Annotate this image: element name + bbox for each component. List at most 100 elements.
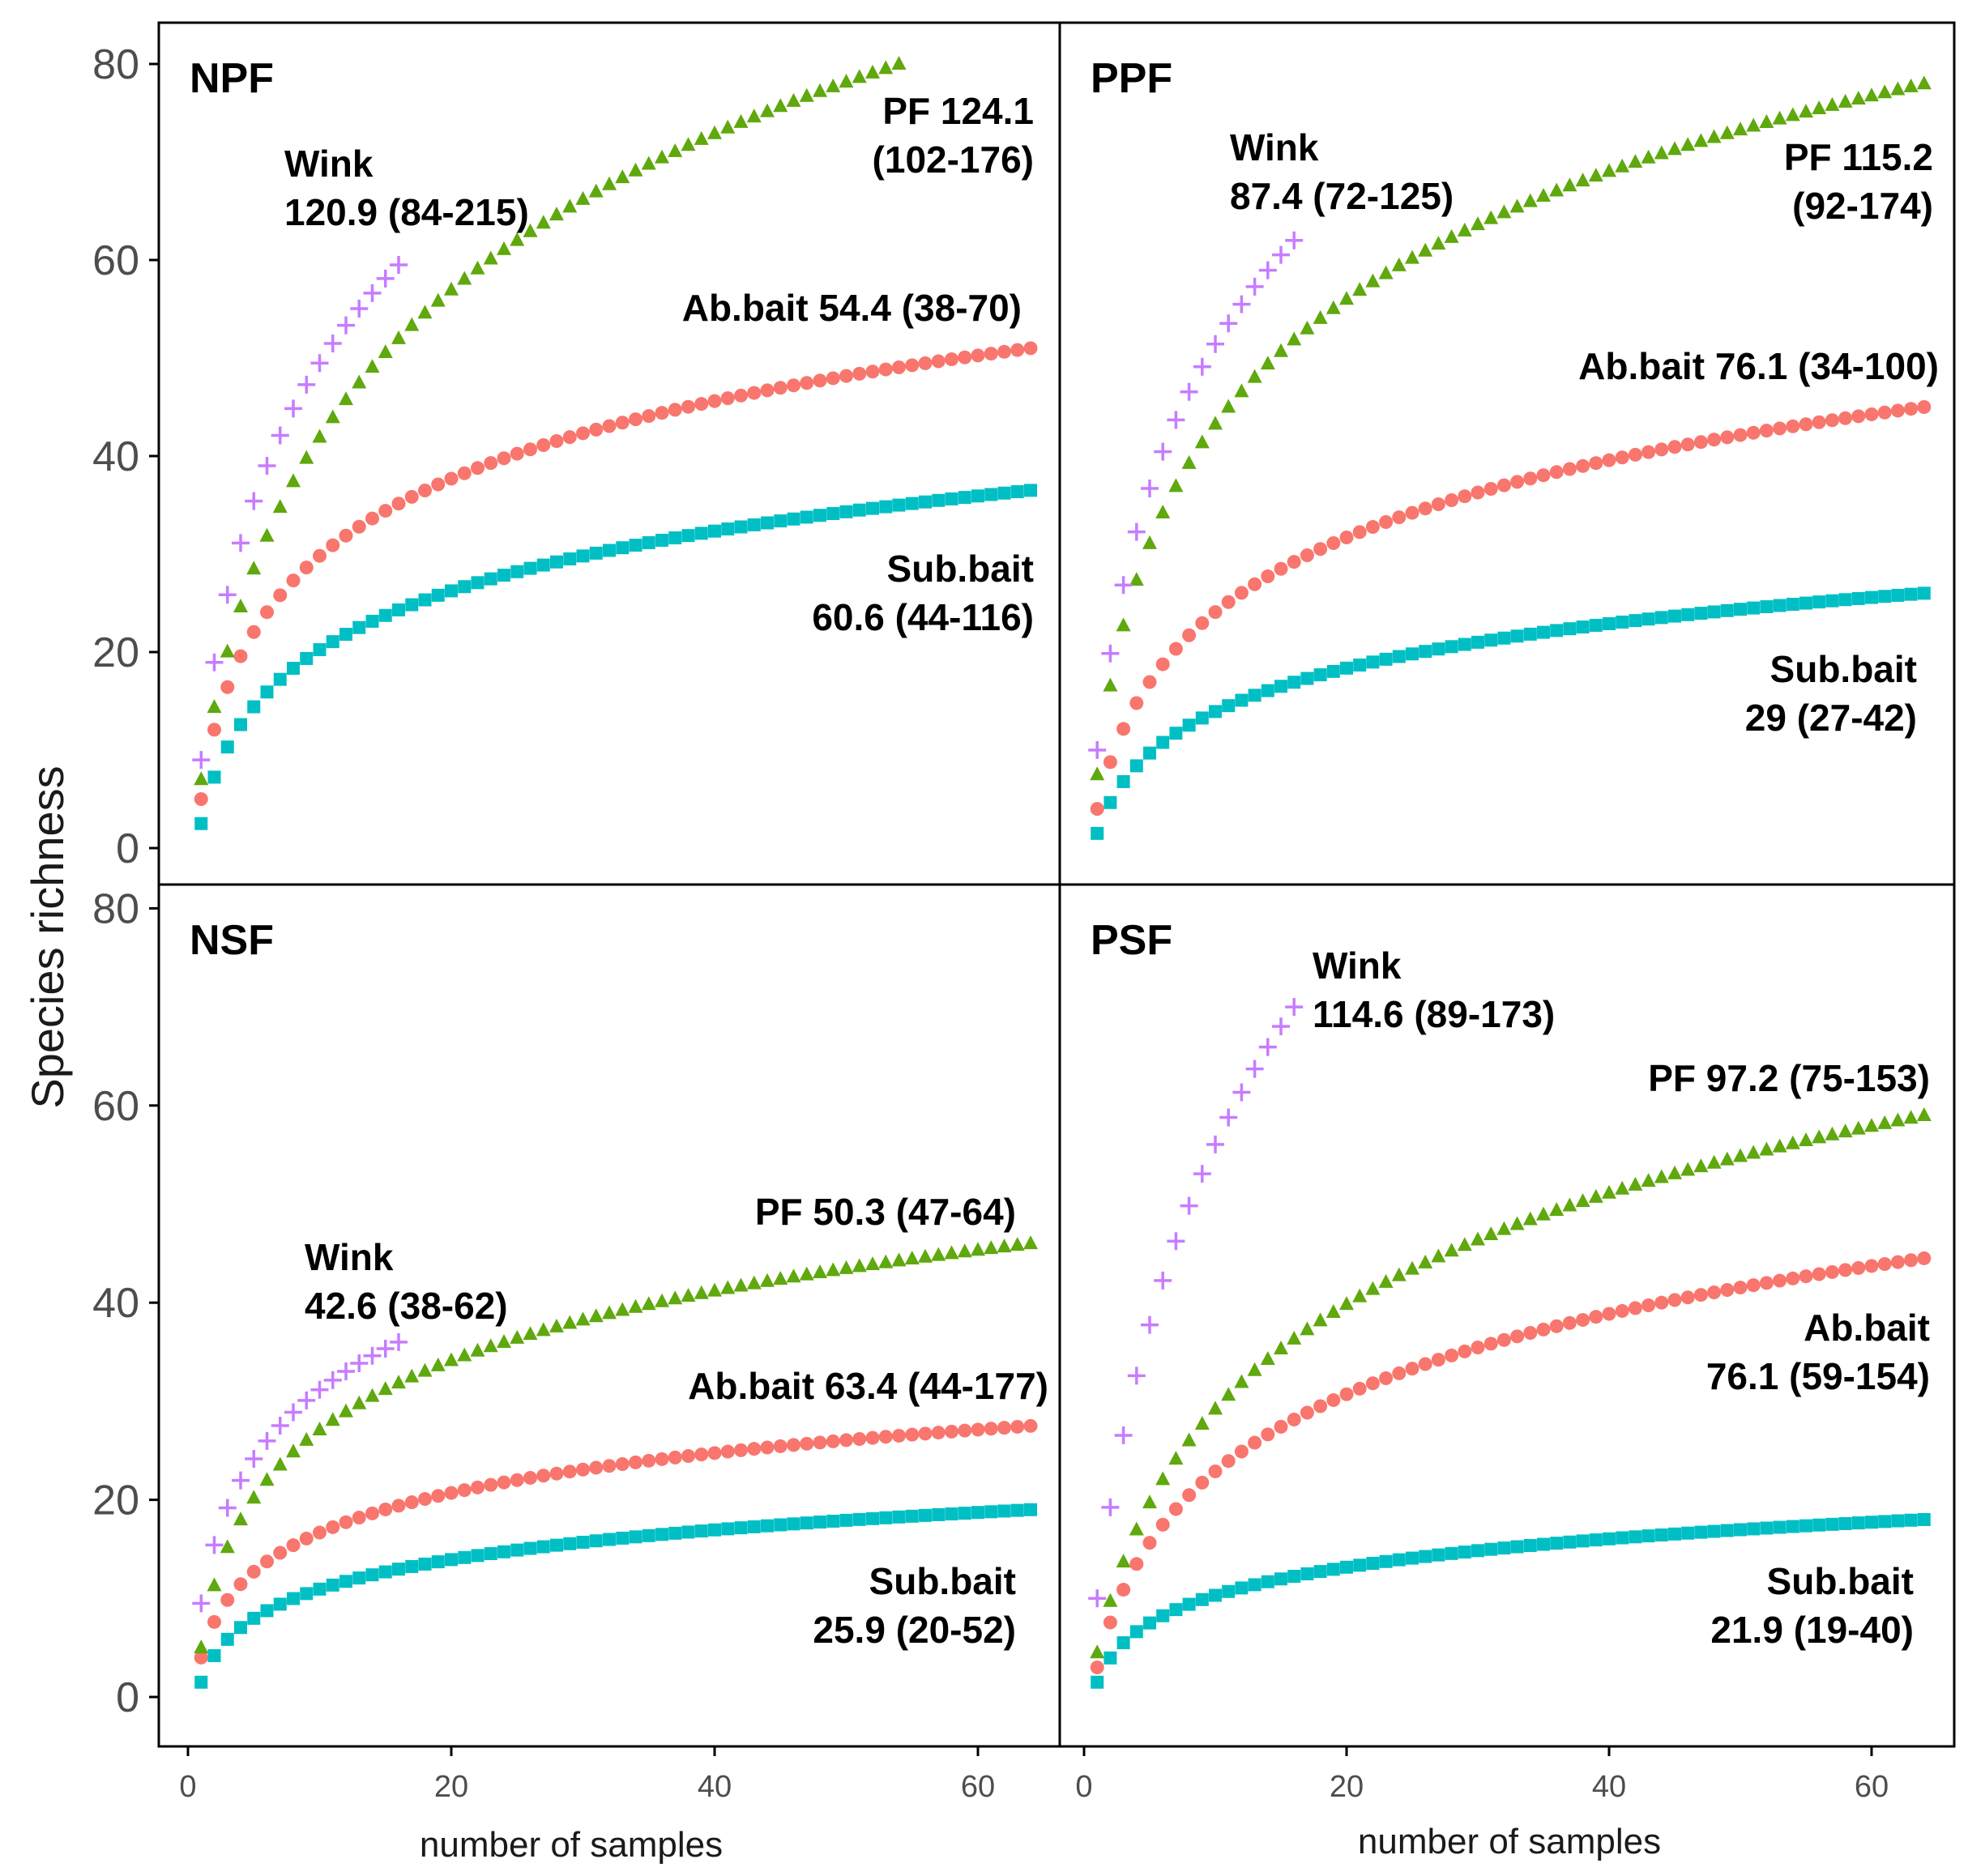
data-point <box>431 477 446 492</box>
data-point <box>339 1515 353 1529</box>
data-point <box>220 1539 235 1554</box>
data-point <box>470 1342 485 1357</box>
data-point <box>1458 1546 1471 1559</box>
data-point <box>615 1457 630 1472</box>
data-point <box>233 1511 248 1526</box>
data-point <box>919 495 932 509</box>
data-point <box>483 250 498 265</box>
data-point <box>852 1258 867 1273</box>
data-point <box>1759 1276 1774 1290</box>
data-point <box>392 603 405 616</box>
data-point <box>431 1555 445 1569</box>
data-point <box>313 548 327 563</box>
data-point <box>352 620 366 634</box>
data-point <box>1010 1419 1025 1434</box>
x-tick-label: 60 <box>1855 1770 1889 1804</box>
data-point <box>576 1535 590 1549</box>
data-point <box>510 1329 525 1344</box>
x-axis-title-right: number of samples <box>1358 1822 1661 1861</box>
data-point <box>1851 1260 1866 1275</box>
data-point <box>287 662 300 676</box>
data-point <box>194 771 209 786</box>
data-point <box>1287 1330 1302 1345</box>
data-point <box>616 1531 630 1545</box>
data-point <box>550 1538 563 1552</box>
data-point <box>234 718 247 731</box>
data-point <box>1260 356 1275 370</box>
data-point <box>1208 1464 1223 1478</box>
data-point <box>1825 594 1839 608</box>
data-point <box>563 552 577 565</box>
data-point <box>681 1287 696 1302</box>
data-point <box>892 1510 906 1524</box>
data-point <box>378 343 393 358</box>
data-point <box>1773 1273 1787 1288</box>
data-point <box>1904 1513 1918 1527</box>
data-point <box>470 260 485 275</box>
data-point <box>259 527 275 542</box>
data-point <box>800 1516 813 1530</box>
x-tick-label: 40 <box>698 1770 732 1804</box>
data-point <box>1628 1301 1642 1315</box>
annotation-pf: (92-174) <box>1792 185 1933 227</box>
data-point <box>1326 300 1341 314</box>
data-point <box>1746 1145 1761 1159</box>
data-point <box>589 546 603 560</box>
data-point <box>1143 746 1156 760</box>
annotation-wink: Wink <box>305 1236 394 1278</box>
annotation-ab-bait: Ab.bait 54.4 (38-70) <box>682 287 1022 329</box>
data-point <box>260 685 274 699</box>
data-point <box>1812 1267 1826 1281</box>
data-point <box>971 1422 985 1437</box>
data-point <box>1103 1615 1117 1630</box>
data-point <box>220 643 235 658</box>
data-point <box>668 1526 682 1540</box>
data-point <box>1169 727 1183 740</box>
data-point <box>668 403 682 417</box>
data-point <box>747 518 761 531</box>
data-point <box>272 1456 288 1471</box>
data-point <box>733 1277 749 1292</box>
data-point <box>1668 1527 1681 1541</box>
data-point <box>259 1472 275 1486</box>
data-point <box>1536 187 1551 202</box>
data-point <box>1706 129 1722 143</box>
data-point <box>484 572 497 586</box>
panel-ppf: PPF Wink 87.4 (72-125) PF 115.2 (92-174) Ab.b… <box>1058 21 1956 886</box>
data-point <box>1522 1211 1538 1226</box>
data-point <box>694 130 709 145</box>
data-point <box>207 723 221 737</box>
data-point <box>1563 1535 1577 1549</box>
data-point <box>1313 1565 1327 1579</box>
data-point <box>1418 1254 1433 1268</box>
data-point <box>1222 699 1236 713</box>
data-point <box>1864 87 1879 102</box>
data-point <box>1602 1307 1616 1321</box>
data-point <box>1917 586 1931 600</box>
data-point <box>1733 122 1748 136</box>
data-point <box>1419 645 1432 659</box>
data-point <box>1799 417 1813 432</box>
data-point <box>615 1302 630 1316</box>
data-point <box>1366 1556 1380 1570</box>
data-point <box>1300 320 1315 335</box>
data-point <box>931 1426 946 1440</box>
data-point <box>1772 110 1787 125</box>
data-point <box>207 699 222 714</box>
data-point <box>1693 1288 1708 1303</box>
data-point <box>484 1477 498 1492</box>
data-point <box>1287 676 1301 689</box>
data-point <box>1654 442 1669 457</box>
data-point <box>1616 1531 1629 1545</box>
data-point <box>1141 1315 1159 1334</box>
data-point <box>1575 1193 1590 1208</box>
data-point <box>1877 84 1893 99</box>
data-point <box>1878 590 1892 603</box>
annotation-pf: PF 115.2 <box>1784 136 1933 178</box>
data-point <box>945 352 958 367</box>
data-point <box>642 1453 656 1468</box>
data-point <box>1706 1154 1722 1169</box>
data-point <box>919 1508 932 1522</box>
